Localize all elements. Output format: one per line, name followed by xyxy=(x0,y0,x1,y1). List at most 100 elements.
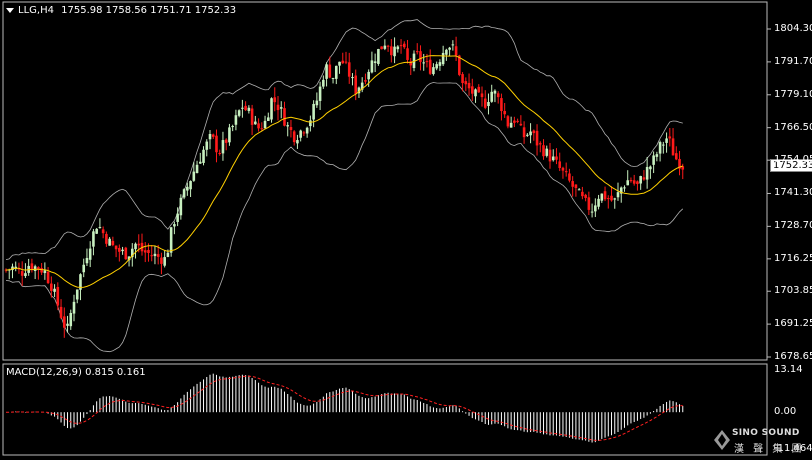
candle-body xyxy=(503,110,506,115)
candle-body xyxy=(626,180,630,186)
candle-body xyxy=(373,61,377,63)
candle-body xyxy=(37,267,40,270)
candle-body xyxy=(581,191,584,197)
candle-body xyxy=(415,51,419,53)
candle-body xyxy=(121,249,124,252)
candle-body xyxy=(428,59,432,74)
candle-body xyxy=(276,104,280,111)
logo-text-en: SINO SOUND xyxy=(732,428,800,438)
candle-body xyxy=(299,130,302,138)
candle-body xyxy=(118,247,121,252)
candle-body xyxy=(101,229,105,234)
candle-body xyxy=(448,47,451,50)
macd-tick-label: 0.00 xyxy=(774,406,797,418)
candle-body xyxy=(92,231,95,247)
candle-body xyxy=(237,110,241,116)
candle-body xyxy=(24,273,27,277)
candle-body xyxy=(632,180,636,184)
candle-body xyxy=(561,167,565,171)
price-tick-label: 1716.25 xyxy=(774,252,812,264)
candle-body xyxy=(46,271,50,284)
candle-body xyxy=(79,274,82,290)
candle-body xyxy=(597,198,600,207)
macd-tick-label: -11.464 xyxy=(774,443,812,454)
candle-body xyxy=(678,158,681,169)
candle-body xyxy=(370,60,374,73)
candle-body xyxy=(425,61,429,63)
candle-body xyxy=(260,128,264,130)
candle-body xyxy=(516,120,519,122)
candle-body xyxy=(322,79,325,87)
candle-body xyxy=(480,93,484,98)
candle-body xyxy=(315,100,319,106)
candle-body xyxy=(169,227,173,253)
candle-body xyxy=(568,173,571,181)
candle-body xyxy=(134,243,137,250)
candle-body xyxy=(66,323,69,326)
candle-body xyxy=(266,117,270,121)
candle-body xyxy=(610,195,613,201)
candle-body xyxy=(386,45,390,47)
candle-body xyxy=(393,46,396,57)
price-tick-label: 1766.50 xyxy=(774,121,812,133)
candle-body xyxy=(208,134,212,140)
candle-body xyxy=(590,211,594,213)
candle-body xyxy=(357,87,361,94)
price-tick-label: 1741.30 xyxy=(774,187,812,199)
candle-body xyxy=(254,121,257,125)
candle-body xyxy=(153,253,157,257)
candle-body xyxy=(331,77,335,79)
logo-text-cn: 漢 聲 集 團 xyxy=(734,444,805,455)
candle-body xyxy=(309,120,312,127)
candle-body xyxy=(406,48,409,60)
candle-body xyxy=(529,131,532,136)
candle-body xyxy=(72,301,76,314)
candle-body xyxy=(334,65,338,79)
candle-body xyxy=(40,267,43,273)
candle-body xyxy=(43,270,47,274)
candle-body xyxy=(257,123,260,129)
dropdown-triangle-icon[interactable] xyxy=(6,7,14,13)
candle-body xyxy=(173,224,176,227)
candle-body xyxy=(17,268,21,270)
candle-body xyxy=(176,213,179,222)
candle-body xyxy=(587,197,591,210)
candle-body xyxy=(616,192,620,198)
candle-body xyxy=(75,289,79,300)
candle-body xyxy=(629,180,633,182)
candle-body xyxy=(279,107,283,109)
candle-body xyxy=(662,144,665,146)
candle-body xyxy=(606,198,610,200)
candle-body xyxy=(137,243,141,246)
bollinger-lower xyxy=(5,82,684,353)
candle-body xyxy=(247,107,251,111)
main-panel-border xyxy=(2,1,768,361)
candle-body xyxy=(241,107,244,109)
candle-body xyxy=(53,288,56,292)
candle-body xyxy=(186,186,189,191)
price-tick-label: 1728.70 xyxy=(774,220,812,232)
candle-body xyxy=(435,64,438,69)
candle-body xyxy=(477,86,481,93)
candle-body xyxy=(603,191,607,200)
candle-body xyxy=(538,143,542,145)
candle-body xyxy=(441,52,445,65)
candle-body xyxy=(364,80,367,82)
candle-body xyxy=(451,44,455,46)
candle-body xyxy=(574,184,578,189)
current-price-box: 1752.33 xyxy=(770,158,812,172)
candle-body xyxy=(458,55,461,75)
candle-body xyxy=(147,249,150,254)
candle-body xyxy=(221,140,225,154)
price-tick-label: 1691.25 xyxy=(774,318,812,330)
candle-body xyxy=(500,98,503,112)
candle-body xyxy=(564,171,568,173)
candle-body xyxy=(283,108,286,126)
candle-body xyxy=(88,248,92,260)
candle-body xyxy=(396,46,400,50)
moving-average-line xyxy=(5,55,683,288)
candle-body xyxy=(545,148,549,156)
candle-body xyxy=(535,130,539,146)
